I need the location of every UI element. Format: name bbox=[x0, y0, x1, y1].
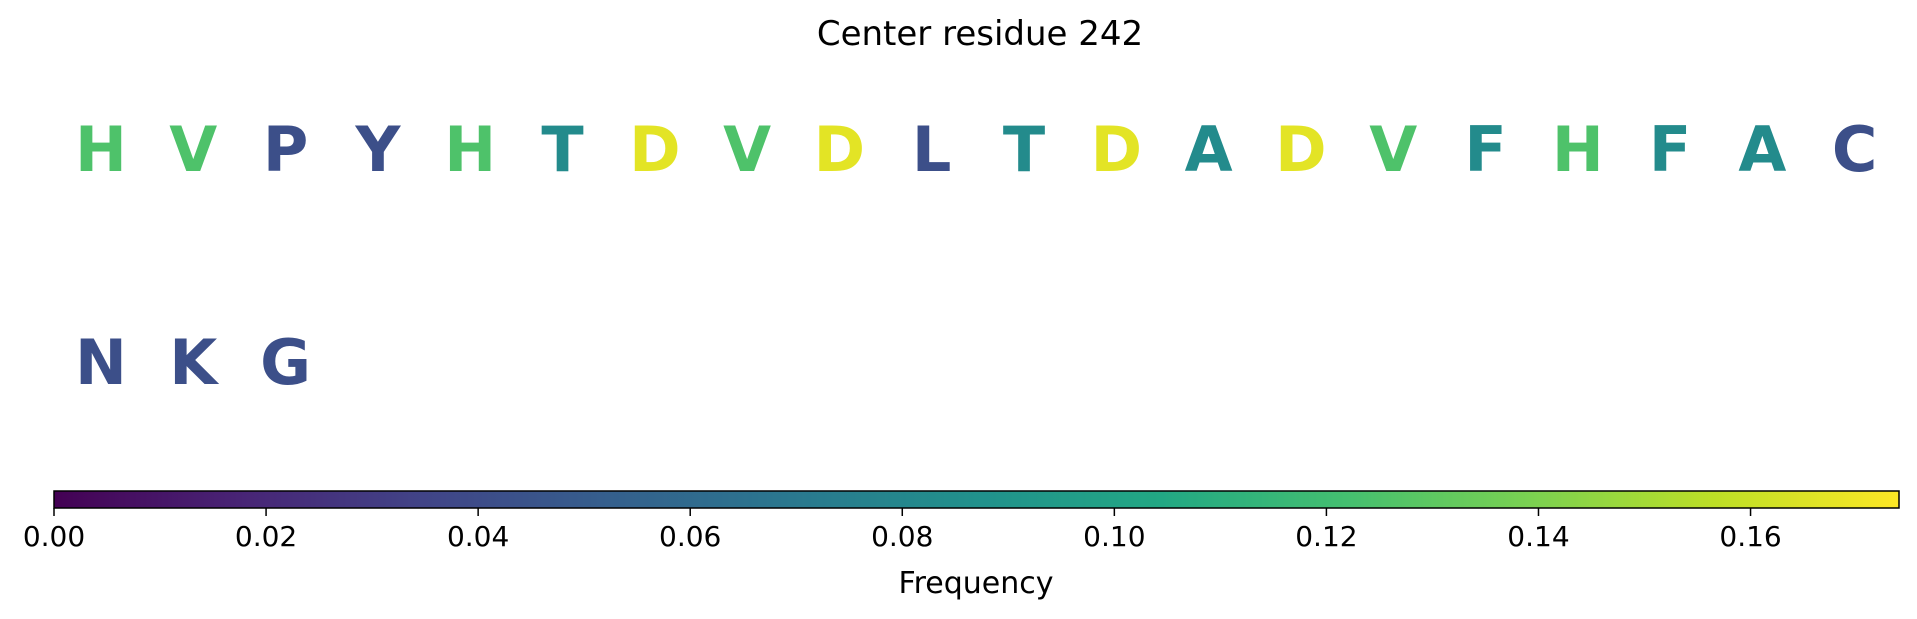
residue-letter: H bbox=[1551, 113, 1604, 186]
colorbar-gradient bbox=[53, 490, 1900, 509]
colorbar-label: Frequency bbox=[899, 566, 1054, 601]
residue-letter: T bbox=[541, 113, 584, 186]
residue-letter: Y bbox=[355, 113, 401, 186]
residue-letter: D bbox=[629, 113, 681, 186]
colorbar-tick-label: 0.10 bbox=[1083, 520, 1145, 553]
residue-letter: F bbox=[1648, 113, 1692, 186]
residue-letter: G bbox=[260, 326, 312, 399]
colorbar-tick-label: 0.14 bbox=[1507, 520, 1569, 553]
residue-letter: L bbox=[911, 113, 952, 186]
chart-title: Center residue 242 bbox=[816, 14, 1144, 54]
residue-letter: P bbox=[262, 113, 309, 186]
colorbar-ticks: 0.00 0.02 0.04 0.06 0.08 0.10 0.12 0.14 0.16 bbox=[23, 508, 1782, 553]
residue-letter: C bbox=[1831, 113, 1878, 186]
residue-letter: V bbox=[1369, 113, 1418, 186]
residue-letter: D bbox=[1090, 113, 1143, 186]
colorbar-tick-label: 0.16 bbox=[1719, 520, 1781, 553]
colorbar-tick-label: 0.02 bbox=[235, 520, 297, 553]
residue-letter: D bbox=[813, 113, 866, 186]
residue-letter: D bbox=[1275, 113, 1327, 186]
residue-letter: A bbox=[1184, 113, 1233, 186]
colorbar-tick-label: 0.04 bbox=[447, 520, 509, 553]
residue-letter: K bbox=[169, 326, 218, 399]
colorbar-tick-label: 0.12 bbox=[1295, 520, 1357, 553]
residue-letter: A bbox=[1738, 113, 1787, 186]
residue-letter: T bbox=[1002, 113, 1046, 186]
residue-letter: F bbox=[1464, 113, 1507, 186]
colorbar-tick-label: 0.08 bbox=[871, 520, 933, 553]
residue-letter: V bbox=[169, 113, 218, 186]
residue-letter: V bbox=[723, 113, 772, 186]
residue-letter: H bbox=[444, 113, 497, 186]
residue-letter: H bbox=[75, 113, 127, 186]
colorbar-tick-label: 0.06 bbox=[659, 520, 721, 553]
colorbar-tick-label: 0.00 bbox=[23, 520, 85, 553]
colorbar: 0.00 0.02 0.04 0.06 0.08 0.10 0.12 0.14 0.16 Fre… bbox=[23, 490, 1900, 601]
residue-letter: N bbox=[75, 326, 127, 399]
